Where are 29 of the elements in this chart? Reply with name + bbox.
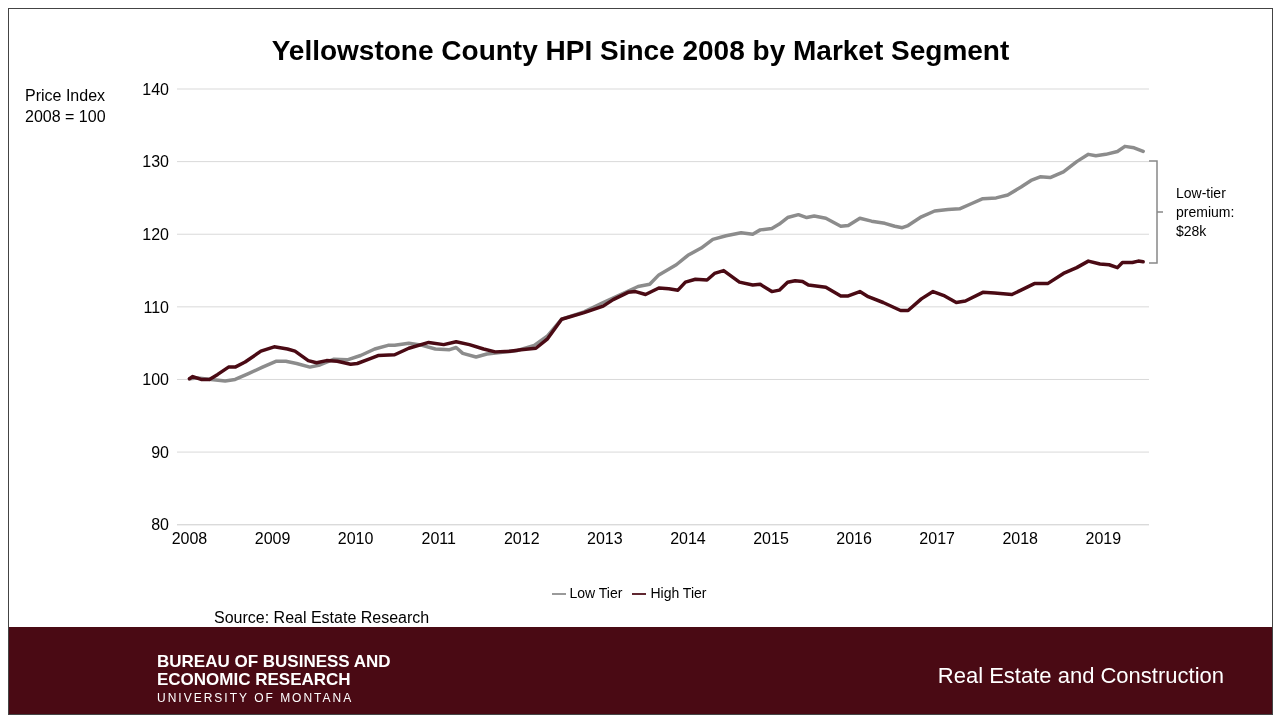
y-tick-label: 130 (142, 153, 170, 171)
line-series (187, 259, 1145, 382)
y-tick-label: 120 (142, 225, 170, 243)
legend-label: High Tier (650, 584, 707, 601)
x-tick-label: 2009 (254, 530, 291, 548)
x-tick-label: 2018 (1002, 530, 1039, 548)
y-tick-label: 140 (142, 80, 170, 98)
text: Real Estate and Construction (937, 663, 1224, 689)
y-tick-label: 80 (151, 516, 170, 534)
x-tick-label: 2016 (836, 530, 872, 548)
y-tick-label: 100 (142, 371, 170, 389)
x-tick-label: 2012 (503, 530, 540, 548)
x-tick-label: 2019 (1085, 530, 1122, 548)
source-note: Source: Real Estate Research (214, 609, 430, 627)
text: Low-tier premium: $28k (1176, 184, 1236, 241)
chart-title: Yellowstone County HPI Since 2008 by Market Segment (270, 35, 1011, 67)
x-tick-label: 2014 (670, 530, 706, 548)
x-tick-label: 2008 (171, 530, 208, 548)
x-tick-label: 2010 (337, 530, 374, 548)
x-tick-label: 2017 (919, 530, 956, 548)
text: BUREAU OF BUSINESS AND ECONOMIC RESEARCH (157, 652, 392, 689)
y-axis-title: Price Index 2008 = 100 (25, 86, 107, 127)
y-tick-label: 110 (143, 298, 170, 316)
y-tick-label: 90 (151, 443, 170, 461)
x-tick-label: 2013 (587, 530, 623, 548)
legend-label: Low Tier (569, 584, 623, 601)
x-tick-label: 2015 (753, 530, 789, 548)
text: UNIVERSITY OF MONTANA (157, 691, 354, 705)
x-tick-label: 2011 (421, 530, 456, 548)
